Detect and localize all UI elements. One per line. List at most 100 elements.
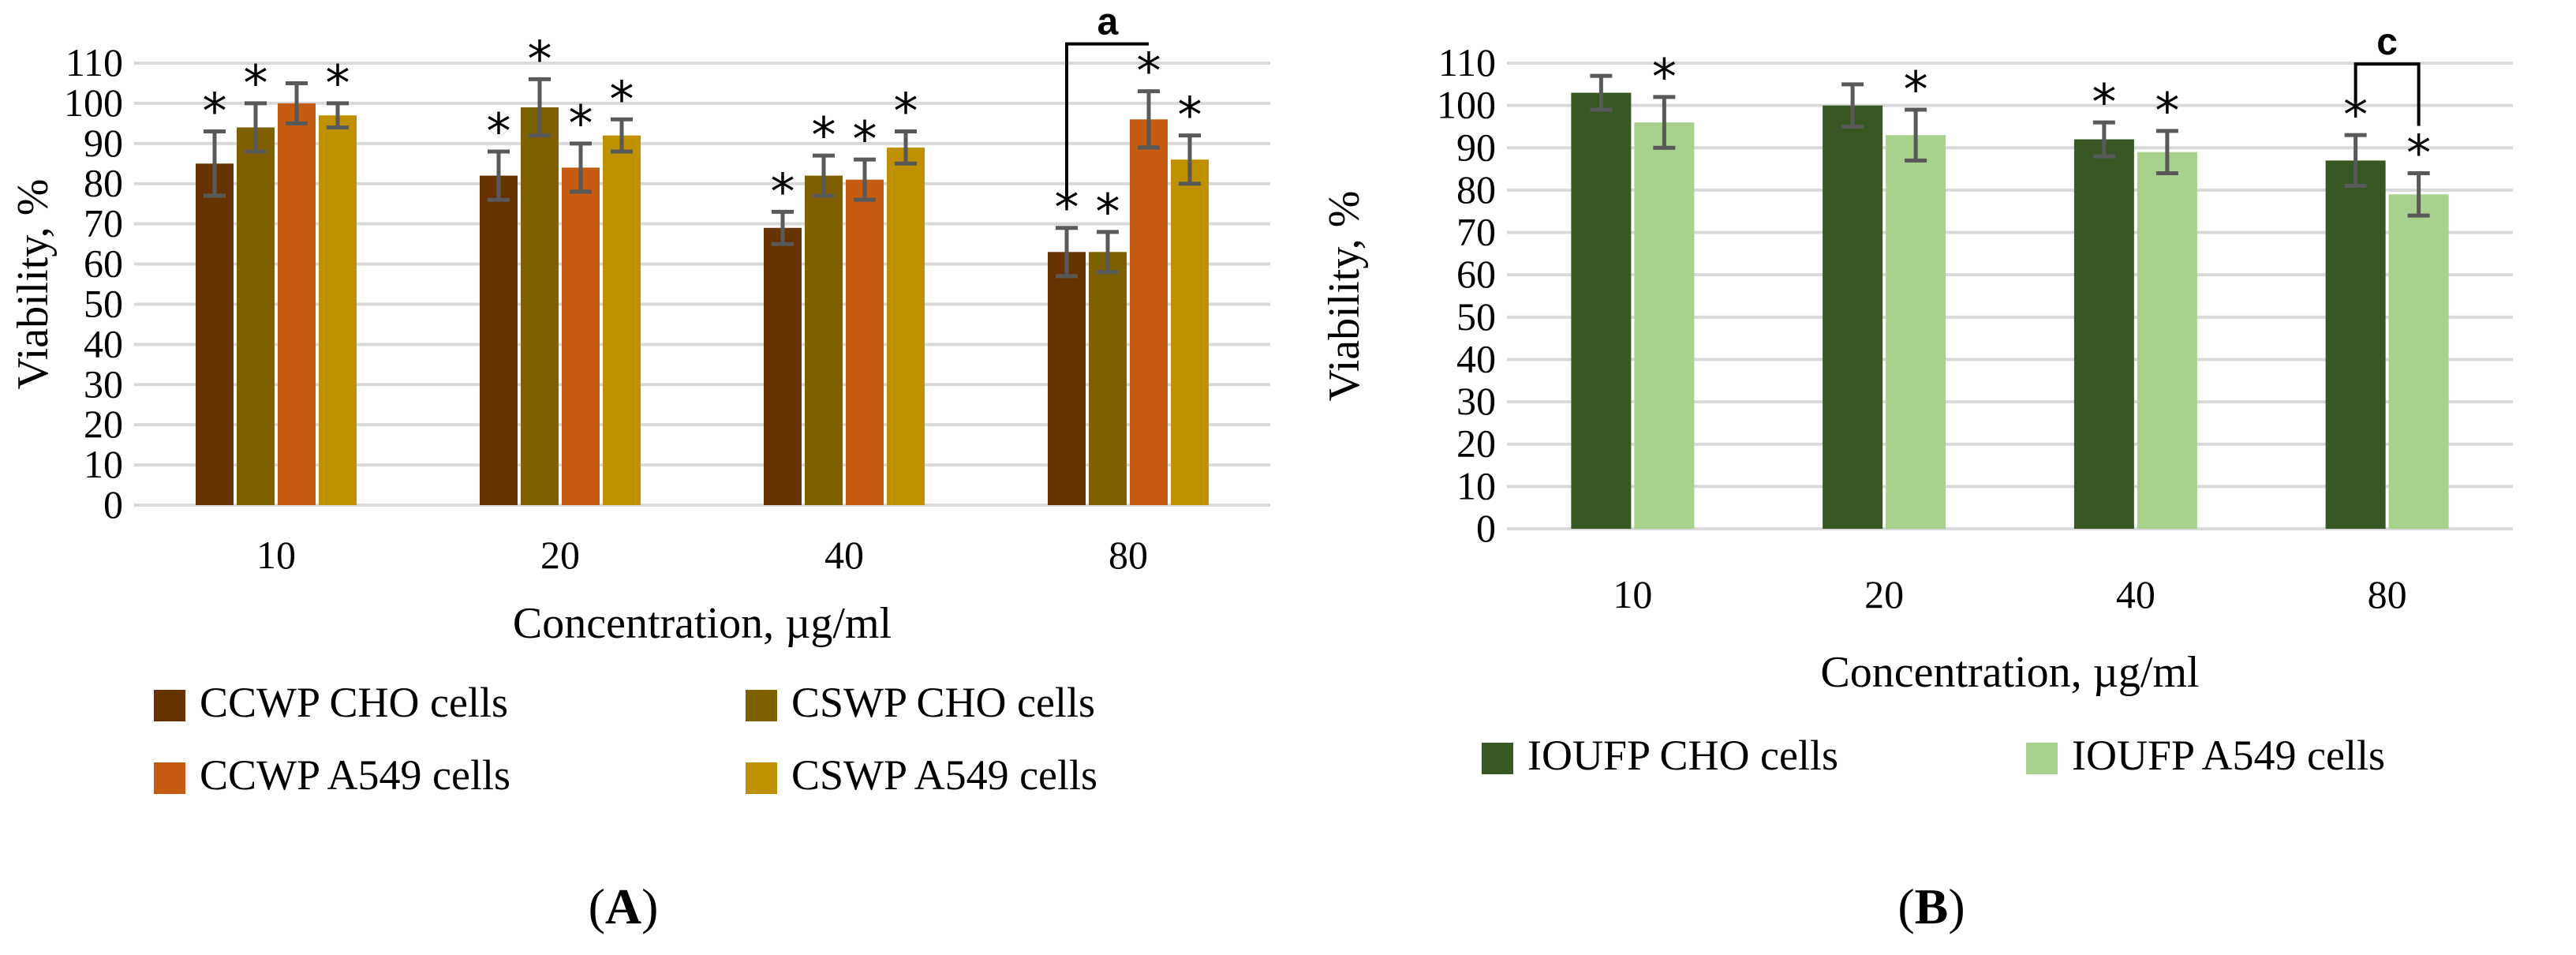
x-tick-label: 10 xyxy=(1613,572,1652,616)
bar xyxy=(1089,252,1127,505)
x-tick-label: 40 xyxy=(2116,572,2155,616)
legend-label: CSWP A549 cells xyxy=(791,751,1097,799)
bar xyxy=(521,107,559,505)
significance-star: * xyxy=(1137,43,1161,100)
y-tick-label: 40 xyxy=(84,321,123,365)
panel-label: (A) xyxy=(589,878,659,934)
y-tick-label: 40 xyxy=(1456,336,1496,380)
panel-label: (B) xyxy=(1897,878,1965,934)
x-tick-label: 80 xyxy=(2368,572,2407,616)
legend-label: CCWP CHO cells xyxy=(200,679,508,726)
legend-swatch xyxy=(1482,743,1513,774)
significance-star: * xyxy=(2155,82,2179,140)
bar xyxy=(887,147,925,505)
bracket-label: a xyxy=(1097,2,1119,43)
legend-swatch xyxy=(2026,743,2058,774)
y-tick-label: 70 xyxy=(1456,210,1496,254)
bar xyxy=(1823,105,1883,530)
bar xyxy=(2073,139,2134,529)
x-tick-label: 10 xyxy=(256,533,296,577)
legend-label: IOUFP A549 cells xyxy=(2072,732,2385,779)
significance-star: * xyxy=(853,110,877,168)
bar xyxy=(1634,122,1695,529)
y-tick-label: 20 xyxy=(1456,421,1496,466)
bar xyxy=(1048,252,1086,505)
bar xyxy=(1571,92,1632,529)
significance-star: * xyxy=(2406,124,2431,182)
legend-label: CSWP CHO cells xyxy=(791,679,1095,726)
legend-swatch xyxy=(746,762,777,794)
bar xyxy=(196,163,234,506)
y-tick-label: 30 xyxy=(1456,379,1496,423)
y-tick-label: 30 xyxy=(84,361,123,406)
significance-star: * xyxy=(812,107,836,164)
significance-star: * xyxy=(1178,87,1202,144)
x-tick-label: 20 xyxy=(1864,572,1904,616)
panel-label-letter: A xyxy=(605,878,641,934)
y-tick-label: 100 xyxy=(1437,83,1496,127)
y-tick-label: 10 xyxy=(1456,463,1496,507)
panel-label-close: ) xyxy=(1948,878,1965,934)
y-tick-label: 100 xyxy=(64,81,123,125)
bar xyxy=(562,167,600,505)
y-tick-label: 50 xyxy=(1456,294,1496,339)
bar xyxy=(319,115,357,505)
significance-star: * xyxy=(1904,61,1928,118)
y-tick-label: 20 xyxy=(84,402,123,446)
y-tick-label: 50 xyxy=(84,281,123,325)
bracket-label: c xyxy=(2376,21,2398,63)
y-tick-label: 60 xyxy=(84,242,123,286)
y-tick-label: 90 xyxy=(84,121,123,165)
significance-star: * xyxy=(326,54,350,112)
significance-star: * xyxy=(771,163,795,220)
significance-star: * xyxy=(244,54,268,112)
y-tick-label: 90 xyxy=(1456,125,1496,169)
bar xyxy=(278,103,316,505)
x-tick-label: 20 xyxy=(540,533,580,577)
significance-star: * xyxy=(1096,183,1120,241)
panel-label-open: ( xyxy=(1897,878,1914,934)
significance-star: * xyxy=(528,30,552,88)
bar xyxy=(480,175,518,505)
y-tick-label: 110 xyxy=(1438,40,1496,84)
y-tick-label: 80 xyxy=(1456,167,1496,212)
bar xyxy=(846,179,884,506)
x-tick-label: 40 xyxy=(824,533,864,577)
bar xyxy=(805,175,843,505)
significance-star: * xyxy=(610,70,634,128)
bar xyxy=(1886,135,1946,529)
significance-star: * xyxy=(894,83,918,140)
bar xyxy=(2137,152,2197,530)
significance-bracket xyxy=(1065,42,1149,197)
legend-label: CCWP A549 cells xyxy=(200,751,510,799)
y-tick-label: 0 xyxy=(1476,506,1496,550)
bar xyxy=(237,127,275,506)
y-tick-label: 110 xyxy=(65,40,123,84)
bar xyxy=(2325,160,2386,529)
y-tick-label: 70 xyxy=(84,201,123,245)
bar xyxy=(1171,159,1209,505)
x-axis-title: Concentration, µg/ml xyxy=(513,599,892,648)
panel-label-letter: B xyxy=(1915,878,1949,934)
y-tick-label: 0 xyxy=(103,482,123,526)
x-axis-title: Concentration, µg/ml xyxy=(1820,648,2199,697)
bar xyxy=(2388,194,2449,530)
y-tick-label: 10 xyxy=(84,442,123,486)
y-tick-label: 80 xyxy=(84,161,123,205)
y-axis-title: Viability, % xyxy=(1320,191,1369,402)
bar xyxy=(764,227,802,505)
y-tick-label: 60 xyxy=(1456,252,1496,296)
significance-bracket xyxy=(2354,62,2421,126)
panel-label-open: ( xyxy=(589,878,605,934)
significance-star: * xyxy=(569,95,593,152)
bar xyxy=(603,135,641,506)
significance-star: * xyxy=(487,103,511,160)
legend-swatch xyxy=(154,762,185,794)
legend-swatch xyxy=(746,690,777,721)
y-axis-title: Viability, % xyxy=(9,179,58,390)
legend-swatch xyxy=(154,690,185,721)
bar xyxy=(1130,119,1168,506)
